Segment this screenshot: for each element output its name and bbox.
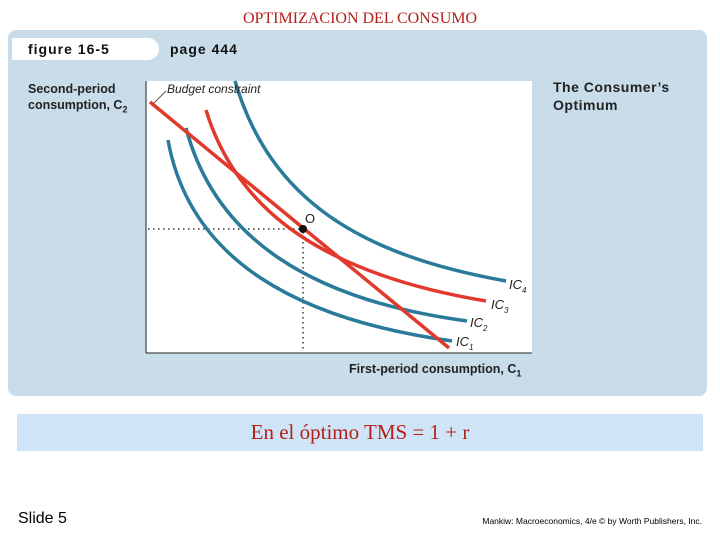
x-axis-subscript: 1 [516, 368, 522, 379]
indifference-curve-ic2 [184, 127, 468, 323]
indifference-curve-ic1 [166, 139, 453, 343]
indifference-curve-ic3 [204, 109, 487, 303]
x-axis-label-text: First-period consumption, C [349, 362, 517, 376]
figure-page: page 444 [170, 41, 238, 57]
figure-label-box: figure 16-5 [12, 38, 159, 60]
figure-header: figure 16-5 page 444 [12, 38, 701, 60]
figure-number: figure 16-5 [28, 41, 110, 57]
slide-number: Slide 5 [18, 510, 67, 527]
budget-label-leader [152, 90, 167, 105]
y-axis-label-text: Second-period consumption, C [28, 82, 123, 112]
ic4-label: IC4 [509, 277, 527, 295]
ic3-label: IC3 [491, 297, 509, 315]
optimum-point [299, 225, 307, 233]
result-box: En el óptimo TMS = 1 + r [17, 414, 703, 451]
x-axis-label: First-period consumption, C1 [349, 362, 521, 379]
figure-side-title: The Consumer’s Optimum [553, 79, 670, 113]
budget-constraint-line [148, 100, 451, 350]
indifference-curve-ic4 [233, 80, 507, 283]
ic1-label: IC1 [456, 334, 473, 352]
optimum-label: O [305, 211, 315, 226]
y-axis-subscript: 2 [122, 104, 128, 115]
publisher-credit: Mankiw: Macroeconomics, 4/e © by Worth P… [482, 516, 702, 526]
plot-area [146, 81, 532, 353]
y-axis-label: Second-period consumption, C2 [28, 81, 148, 118]
ic2-label: IC2 [470, 315, 488, 333]
budget-constraint-label: Budget constraint [167, 82, 261, 96]
optimum-condition: En el óptimo TMS = 1 + r [250, 420, 470, 444]
slide-title: OPTIMIZACION DEL CONSUMO [242, 10, 478, 27]
